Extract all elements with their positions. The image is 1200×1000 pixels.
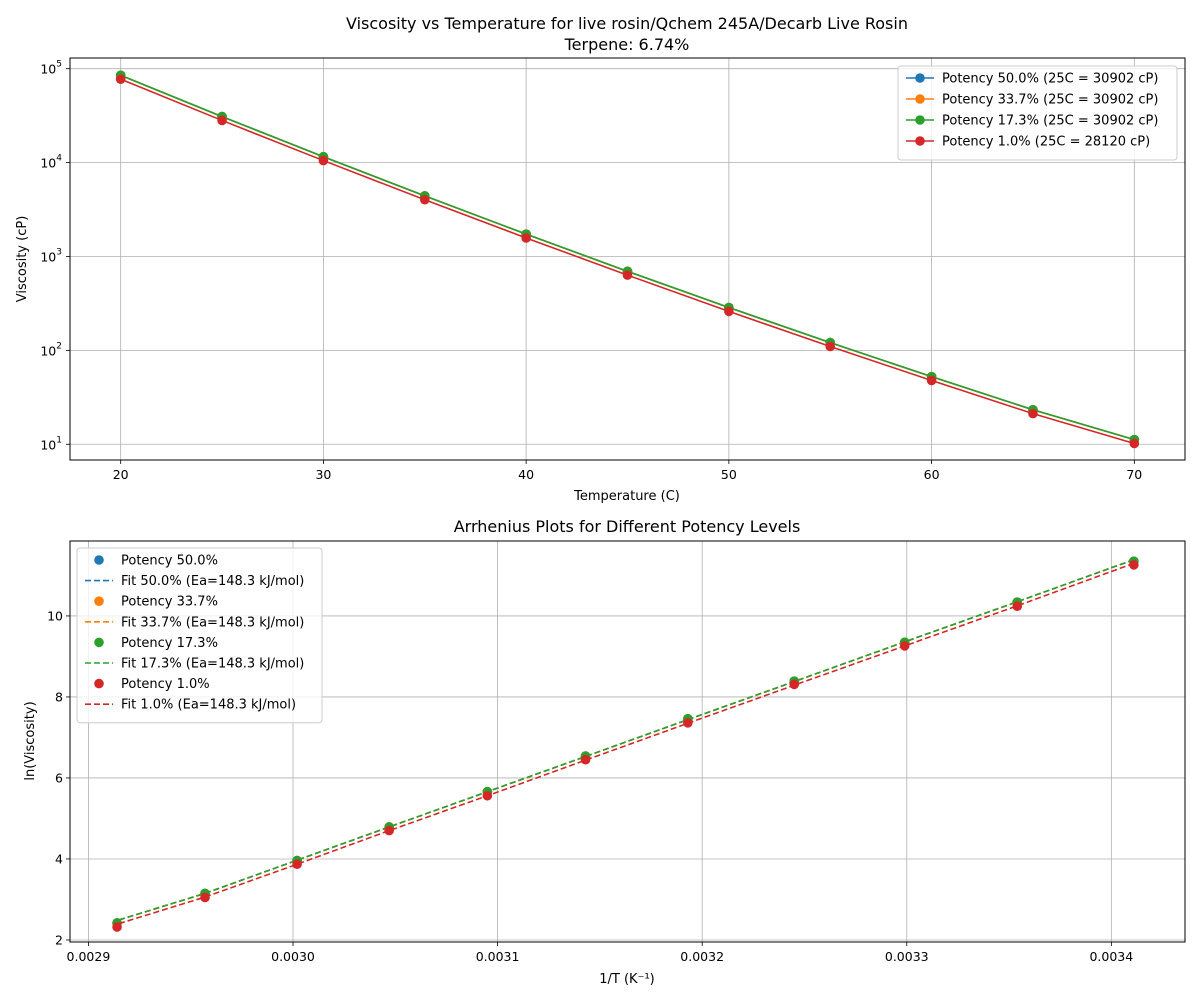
x-tick-label: 60 <box>924 467 940 482</box>
x-tick-label: 40 <box>518 467 534 482</box>
y-tick-label: 105 <box>40 60 62 77</box>
legend-marker <box>94 596 104 606</box>
data-point-potency-1-0-25c-28120-cp <box>825 341 836 352</box>
data-point-potency-1-0-25c-28120-cp <box>318 155 329 166</box>
legend: Potency 50.0% Fit 50.0% (Ea=148.3 kJ/mol)… <box>76 547 323 724</box>
data-point-potency-1-0 <box>899 641 910 651</box>
y-tick-label: 4 <box>55 851 63 866</box>
y-tick-label: 103 <box>40 247 62 264</box>
legend-label: Potency 17.3% <box>121 636 218 651</box>
legend-marker <box>94 678 104 689</box>
y-axis-label: ln(Viscosity) <box>23 701 38 780</box>
x-tick-label: 0.0031 <box>476 949 520 964</box>
legend-label: Potency 33.7% <box>121 595 218 610</box>
x-tick-label: 0.0034 <box>1089 949 1133 964</box>
x-axis-label: 1/T (K⁻¹) <box>599 972 654 987</box>
data-point-potency-1-0 <box>112 922 122 932</box>
legend-marker <box>94 555 104 565</box>
data-point-potency-1-0-25c-28120-cp <box>115 74 126 84</box>
y-tick-label: 2 <box>55 932 63 947</box>
chart-title: Arrhenius Plots for Different Potency Le… <box>454 517 801 536</box>
x-tick-label: 50 <box>721 467 737 482</box>
data-point-potency-1-0-25c-28120-cp <box>419 194 430 205</box>
legend-marker <box>915 115 925 125</box>
data-point-potency-1-0-25c-28120-cp <box>1028 408 1038 419</box>
legend-box <box>897 65 1178 161</box>
y-tick-label: 6 <box>55 770 63 785</box>
x-tick-label: 0.0030 <box>271 949 315 964</box>
legend-box <box>76 547 323 724</box>
data-point-potency-1-0-25c-28120-cp <box>217 115 227 126</box>
legend-label: Fit 33.7% (Ea=148.3 kJ/mol) <box>121 615 304 630</box>
legend-marker <box>915 136 925 146</box>
y-tick-label: 102 <box>40 341 62 358</box>
y-tick-label: 8 <box>55 689 63 704</box>
chart-title: Viscosity vs Temperature for live rosin/… <box>346 14 908 33</box>
x-tick-label: 0.0029 <box>67 949 111 964</box>
arrhenius-chart: Arrhenius Plots for Different Potency Le… <box>23 517 1186 987</box>
y-tick-label: 10 <box>47 608 63 623</box>
x-tick-label: 70 <box>1126 467 1142 482</box>
x-axis-label: Temperature (C) <box>573 489 680 504</box>
legend-marker <box>94 637 104 648</box>
data-point-potency-1-0 <box>482 790 493 801</box>
legend-marker <box>915 94 925 104</box>
legend: Potency 50.0% (25C = 30902 cP) Potency 33… <box>897 65 1178 161</box>
data-point-potency-1-0-25c-28120-cp <box>1129 438 1140 449</box>
data-point-potency-1-0 <box>1012 601 1023 612</box>
y-tick-label: 104 <box>40 154 62 171</box>
viscosity-temperature-chart: Viscosity vs Temperature for live rosin/… <box>15 14 1186 504</box>
legend-label: Potency 50.0% <box>121 554 218 569</box>
x-tick-label: 0.0032 <box>680 949 724 964</box>
data-point-potency-1-0-25c-28120-cp <box>724 306 734 317</box>
chart-subtitle: Terpene: 6.74% <box>564 35 690 54</box>
data-point-potency-1-0 <box>384 825 394 836</box>
plot-frame <box>69 540 1186 943</box>
legend-label: Fit 1.0% (Ea=148.3 kJ/mol) <box>121 698 296 713</box>
data-point-potency-1-0 <box>200 892 210 903</box>
fit-line-potency-17-3 <box>116 558 1135 922</box>
data-point-potency-1-0 <box>789 679 800 690</box>
legend-label: Potency 50.0% (25C = 30902 cP) <box>942 72 1158 87</box>
y-axis-label: Viscosity (cP) <box>15 216 30 303</box>
data-point-potency-1-0-25c-28120-cp <box>622 270 633 280</box>
x-tick-label: 20 <box>113 467 129 482</box>
data-point-potency-1-0 <box>292 859 302 870</box>
legend-label: Potency 17.3% (25C = 30902 cP) <box>942 114 1158 129</box>
legend-label: Potency 1.0% (25C = 28120 cP) <box>942 135 1150 150</box>
x-tick-label: 0.0033 <box>885 949 929 964</box>
legend-marker <box>915 73 925 83</box>
legend-label: Fit 17.3% (Ea=148.3 kJ/mol) <box>121 657 304 672</box>
data-point-potency-1-0 <box>1129 560 1139 570</box>
plot-frame <box>69 57 1186 461</box>
data-point-potency-1-0-25c-28120-cp <box>521 233 531 243</box>
data-point-potency-1-0-25c-28120-cp <box>926 375 937 386</box>
data-point-potency-1-0 <box>580 754 591 765</box>
data-point-potency-1-0 <box>683 718 693 728</box>
legend-label: Fit 50.0% (Ea=148.3 kJ/mol) <box>121 574 304 589</box>
x-tick-label: 30 <box>315 467 331 482</box>
y-tick-label: 101 <box>40 435 62 452</box>
legend-label: Potency 33.7% (25C = 30902 cP) <box>942 93 1158 108</box>
fit-line-potency-1-0 <box>116 562 1135 925</box>
legend-label: Potency 1.0% <box>121 677 210 692</box>
